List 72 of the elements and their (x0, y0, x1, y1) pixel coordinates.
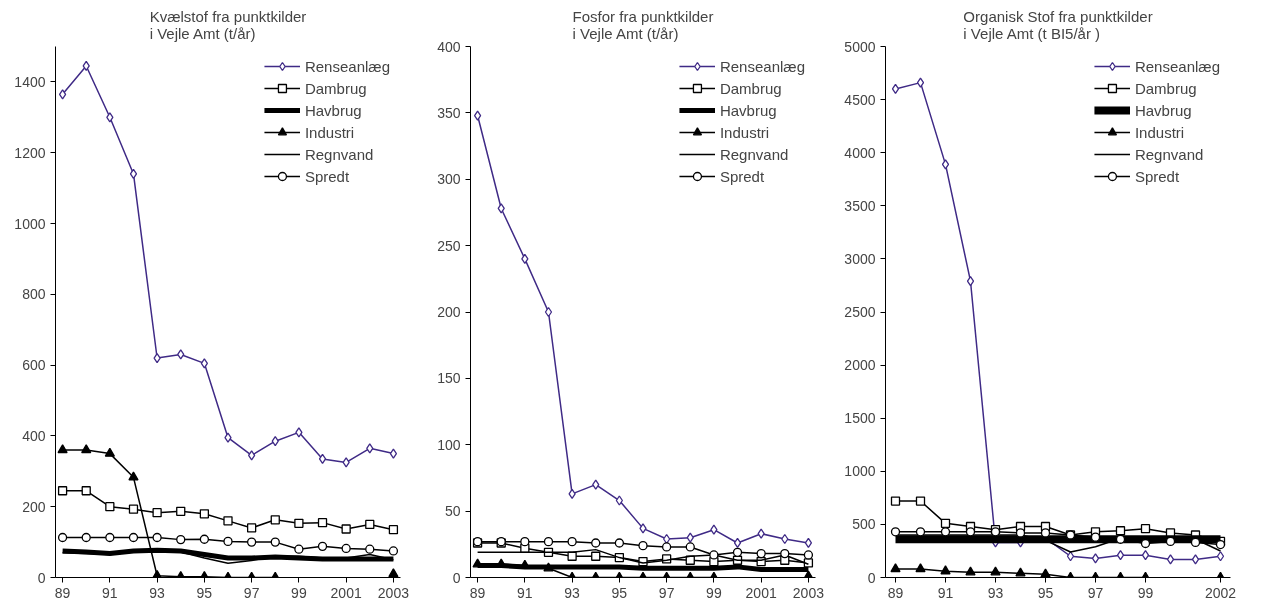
x-tick-label: 93 (564, 584, 581, 601)
y-tick-label: 1500 (844, 410, 876, 427)
chart-title: Organisk Stof fra punktkilder i Vejle Amt (t BI5/år ) (963, 7, 1153, 42)
legend-label: Renseanlæg (304, 57, 390, 75)
x-tick-label: 2003 (377, 584, 410, 601)
legend-label: Renseanlæg (719, 57, 805, 75)
y-tick-label: 200 (22, 498, 46, 515)
legend-label: Dambrug (719, 79, 782, 97)
y-tick-label: 1400 (14, 73, 46, 90)
x-tick-label: 95 (611, 584, 628, 601)
legend-label: Regnvand (719, 145, 789, 163)
x-tick-label: 93 (987, 584, 1004, 601)
legend-label: Spredt (304, 167, 350, 185)
legend-label: Havbrug (304, 101, 362, 119)
x-tick-label: 91 (102, 584, 118, 601)
y-tick-label: 4000 (844, 144, 876, 161)
x-tick-label: 89 (54, 584, 71, 601)
y-tick-label: 200 (437, 304, 461, 320)
y-tick-label: 800 (22, 286, 46, 303)
legend-label: Havbrug (719, 101, 777, 119)
y-tick-label: 300 (437, 171, 461, 188)
x-tick-label: 89 (469, 584, 486, 601)
y-tick-label: 100 (437, 436, 461, 453)
x-tick-label: 97 (243, 584, 260, 601)
legend-label: Regnvand (304, 145, 374, 163)
y-tick-label: 0 (452, 569, 461, 586)
x-tick-label: 95 (196, 584, 213, 601)
y-tick-label: 350 (437, 104, 461, 121)
x-tick-label: 91 (937, 584, 954, 601)
x-tick-label: 2001 (330, 584, 362, 601)
x-tick-label: 91 (517, 584, 533, 601)
x-tick-label: 95 (1037, 584, 1054, 601)
legend-label: Industri (719, 123, 770, 141)
legend-label: Spredt (1134, 167, 1180, 185)
legend-label: Industri (304, 123, 355, 141)
y-tick-label: 150 (437, 370, 461, 387)
y-tick-label: 5000 (844, 38, 876, 55)
x-tick-label: 99 (1137, 584, 1154, 601)
x-tick-label: 99 (291, 584, 307, 601)
x-tick-label: 99 (706, 584, 722, 601)
x-tick-label: 2002 (1204, 584, 1237, 601)
y-tick-label: 50 (444, 503, 461, 520)
legend-label: Havbrug (1134, 101, 1192, 119)
chart-title: Kvælstof fra punktkilder i Vejle Amt (t/år) (149, 7, 307, 42)
y-tick-label: 500 (852, 516, 876, 533)
y-tick-label: 2000 (844, 357, 876, 374)
legend-label: Industri (1134, 123, 1185, 141)
y-tick-label: 1200 (14, 144, 46, 161)
y-tick-label: 600 (22, 357, 46, 374)
y-tick-label: 400 (22, 427, 46, 444)
legend-label: Dambrug (1134, 79, 1197, 97)
y-tick-label: 4500 (844, 91, 876, 108)
x-tick-label: 89 (887, 584, 904, 601)
x-tick-label: 97 (1087, 584, 1104, 601)
y-tick-label: 3000 (844, 250, 876, 267)
legend-label: Regnvand (1134, 145, 1204, 163)
y-tick-label: 1000 (14, 215, 46, 232)
y-tick-label: 0 (37, 569, 46, 586)
chart-title: Fosfor fra punktkilder i Vejle Amt (t/år) (572, 7, 714, 42)
legend-label: Spredt (719, 167, 765, 185)
y-tick-label: 2500 (844, 304, 876, 320)
y-tick-label: 3500 (844, 197, 876, 214)
y-tick-label: 400 (437, 38, 461, 55)
legend-label: Renseanlæg (1134, 57, 1220, 75)
x-tick-label: 97 (658, 584, 675, 601)
y-tick-label: 250 (437, 237, 461, 254)
x-tick-label: 93 (149, 584, 166, 601)
y-tick-label: 1000 (844, 463, 876, 480)
legend-label: Dambrug (304, 79, 367, 97)
y-tick-label: 0 (867, 569, 876, 586)
x-tick-label: 2001 (745, 584, 777, 601)
x-tick-label: 2003 (792, 584, 825, 601)
